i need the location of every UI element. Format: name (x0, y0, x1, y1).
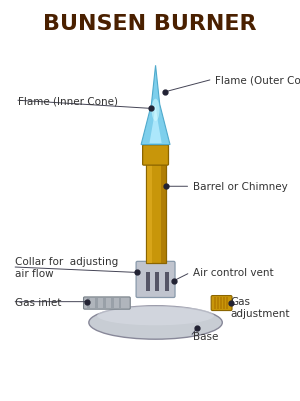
FancyBboxPatch shape (136, 262, 175, 298)
Ellipse shape (89, 306, 222, 339)
Text: Gas
adjustment: Gas adjustment (231, 297, 290, 318)
Text: Air control vent: Air control vent (193, 268, 274, 278)
Bar (111, 298, 114, 308)
Bar (146, 273, 150, 291)
Ellipse shape (152, 99, 160, 122)
Polygon shape (141, 66, 170, 145)
Bar (223, 297, 225, 310)
Bar (118, 298, 122, 308)
Bar (147, 164, 152, 263)
Bar (155, 273, 160, 291)
Bar (103, 298, 106, 308)
Bar (95, 298, 98, 308)
Bar (146, 164, 166, 263)
Bar (160, 164, 166, 263)
FancyBboxPatch shape (83, 297, 130, 310)
Bar (226, 297, 228, 310)
Text: Gas inlet: Gas inlet (15, 297, 61, 307)
FancyBboxPatch shape (211, 296, 232, 311)
Text: Flame (Inner Cone): Flame (Inner Cone) (18, 96, 118, 106)
Bar (165, 273, 169, 291)
Polygon shape (149, 105, 162, 144)
Text: BUNSEN BURNER: BUNSEN BURNER (43, 14, 257, 34)
Bar (217, 297, 219, 310)
Text: Base: Base (193, 332, 218, 342)
Bar (214, 297, 216, 310)
Text: alamy - 2BMNW8D: alamy - 2BMNW8D (104, 386, 196, 396)
Bar (220, 297, 222, 310)
Text: Flame (Outer Cone): Flame (Outer Cone) (215, 75, 300, 85)
Bar (87, 298, 90, 308)
Text: Barrel or Chimney: Barrel or Chimney (193, 182, 288, 192)
Text: Collar for  adjusting
air flow: Collar for adjusting air flow (15, 257, 119, 278)
FancyBboxPatch shape (142, 146, 169, 166)
Ellipse shape (97, 306, 214, 326)
